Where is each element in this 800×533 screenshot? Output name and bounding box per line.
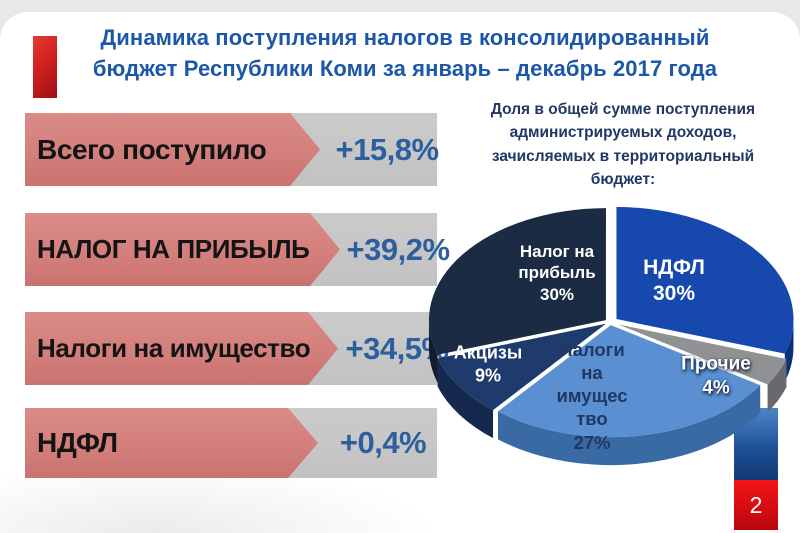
metric-row-ndfl: НДФЛ +0,4%	[25, 408, 437, 478]
side-strip	[734, 408, 778, 480]
metric-row-total: Всего поступило +15,8%	[25, 113, 440, 186]
metric-label: НДФЛ	[37, 427, 118, 458]
metric-value: +15,8%	[335, 131, 440, 167]
page-number: 2	[749, 491, 763, 518]
title-accent-bar	[33, 36, 57, 98]
page-number-box: 2	[734, 480, 778, 530]
metric-arrow: Всего поступило	[25, 113, 320, 186]
metric-arrow: НДФЛ	[25, 408, 318, 478]
metric-label: Налоги на имущество	[37, 333, 311, 363]
metric-label: НАЛОГ НА ПРИБЫЛЬ	[37, 234, 310, 264]
metric-value: +0,4%	[339, 425, 427, 460]
metric-label: Всего поступило	[37, 133, 267, 165]
slide-title: Динамика поступления налогов в консолиди…	[92, 25, 718, 82]
chart-caption: Доля в общей сумме поступления администр…	[490, 101, 756, 188]
metric-row-profit-tax: НАЛОГ НА ПРИБЫЛЬ +39,2%	[25, 213, 451, 286]
metric-arrow: НАЛОГ НА ПРИБЫЛЬ	[25, 213, 340, 286]
metric-value: +34,5%	[345, 330, 450, 366]
metric-row-property-tax: Налоги на имущество +34,5%	[25, 312, 450, 385]
metric-value: +39,2%	[346, 231, 451, 267]
metric-arrow: Налоги на имущество	[25, 312, 338, 385]
